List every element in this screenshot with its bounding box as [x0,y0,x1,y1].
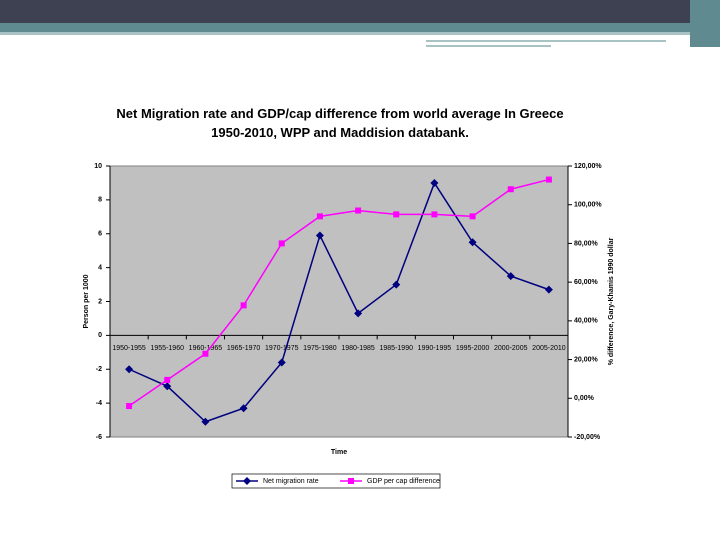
header-accent [690,0,720,47]
legend-box [231,473,441,489]
data-point [125,365,134,374]
data-point [315,231,324,240]
header-stripe [0,23,720,32]
y-tick-label: 6 [98,231,102,238]
y2-tick-label: -20,00% [574,434,601,441]
data-point [239,404,248,413]
data-point [544,285,553,294]
plot-area [109,165,569,438]
x-tick-label: 1995-2000 [456,345,490,352]
data-point [507,186,514,193]
x-tick-label: 1950-1955 [112,345,146,352]
x-tick-label: 1970-1975 [265,345,299,352]
y-tick-label: 4 [98,264,102,271]
legend-label: GDP per cap difference [367,478,440,485]
data-point [431,211,438,218]
x-tick-label: 2000-2005 [494,345,528,352]
legend-label: Net migration rate [263,478,319,485]
legend-marker [348,478,354,484]
y-tick-label: 0 [98,332,102,339]
y-tick-label: -6 [96,434,102,441]
y-tick-label: 2 [98,298,102,305]
data-point [240,302,247,309]
x-tick-label: 1975-1980 [303,345,337,352]
x-tick-label: 1960-1965 [189,345,223,352]
x-tick-label: 1990-1995 [418,345,452,352]
data-point [126,403,133,410]
data-point [468,238,477,247]
header-stripe [0,32,720,35]
data-point [355,207,362,214]
y-tick-label: 8 [98,197,102,204]
data-point [316,213,323,220]
data-point [278,240,285,247]
y2-tick-label: 60,00% [574,279,599,286]
x-tick-label: 1965-1970 [227,345,261,352]
series-line [128,181,550,423]
data-point [506,272,515,281]
x-tick-label: 1980-1985 [341,345,375,352]
header-bar [0,0,720,23]
data-point [277,358,286,367]
y2-tick-label: 100,00% [574,202,602,209]
data-point [430,178,439,187]
data-point [201,417,210,426]
x-tick-label: 2005-2010 [532,345,566,352]
y2-tick-label: 80,00% [574,240,599,247]
y-tick-label: -2 [96,366,102,373]
x-axis-label: Time [331,449,347,456]
data-point [469,213,476,220]
data-point [163,382,172,391]
data-point [545,176,552,183]
y2-axis-label: % difference, Gary-Khamis 1990 dollar [608,237,615,365]
y2-tick-label: 0,00% [574,395,595,402]
chart-title: Net Migration rate and GDP/cap differenc… [116,106,564,140]
y-tick-label: -4 [96,400,102,407]
y-axis-label: Person per 1000 [83,274,90,328]
y2-tick-label: 40,00% [574,318,599,325]
data-point [164,376,171,383]
y2-tick-label: 20,00% [574,356,599,363]
y2-tick-label: 120,00% [574,163,602,170]
data-point [354,309,363,318]
legend-marker [243,477,251,485]
x-tick-label: 1955-1960 [151,345,185,352]
data-point [392,280,401,289]
x-tick-label: 1985-1990 [380,345,414,352]
y-tick-label: 10 [94,163,102,170]
header-line [426,40,666,42]
data-point [202,350,209,357]
header-line [426,45,551,47]
series-line [128,178,550,407]
data-point [393,211,400,218]
chart: -6 -4 -2 0 2 4 6 8 10 -20,00% 0,00% 20,00% 40,00% 60,… [83,163,615,489]
